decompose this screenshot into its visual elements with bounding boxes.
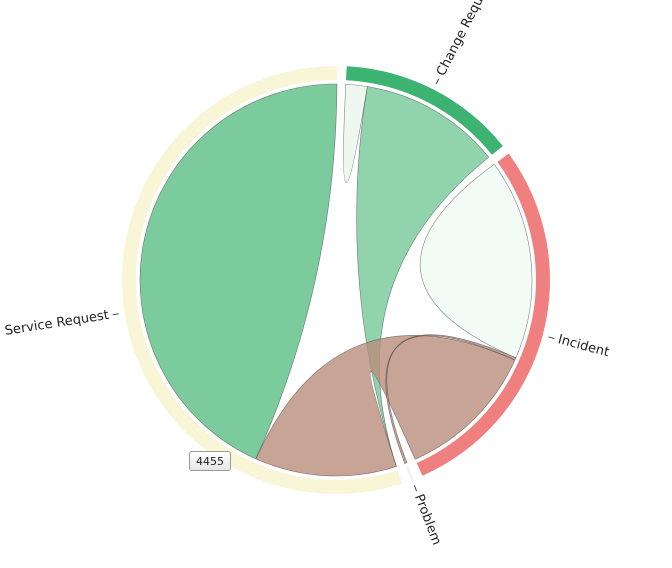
chord-incident-problem[interactable] (385, 334, 517, 464)
group-tick-incident (548, 336, 555, 339)
group-tick-change-request (435, 78, 440, 85)
group-tick-problem (413, 485, 418, 492)
group-label-service-request: Service Request (4, 308, 110, 339)
chords (139, 83, 533, 477)
group-arc-problem[interactable] (406, 466, 414, 481)
group-label-incident: Incident (556, 332, 611, 360)
chord-tooltip: 4455 (189, 451, 231, 471)
chord-service-request-service-request[interactable] (139, 83, 338, 460)
group-tick-service-request (112, 313, 119, 316)
group-arc-change-request[interactable] (345, 66, 503, 155)
group-label-problem: Problem (411, 492, 444, 547)
chord-change-request-change-request[interactable] (343, 83, 368, 183)
group-label-change-request: Change Request (434, 0, 496, 79)
chord-service-request-change-request[interactable] (356, 86, 490, 467)
